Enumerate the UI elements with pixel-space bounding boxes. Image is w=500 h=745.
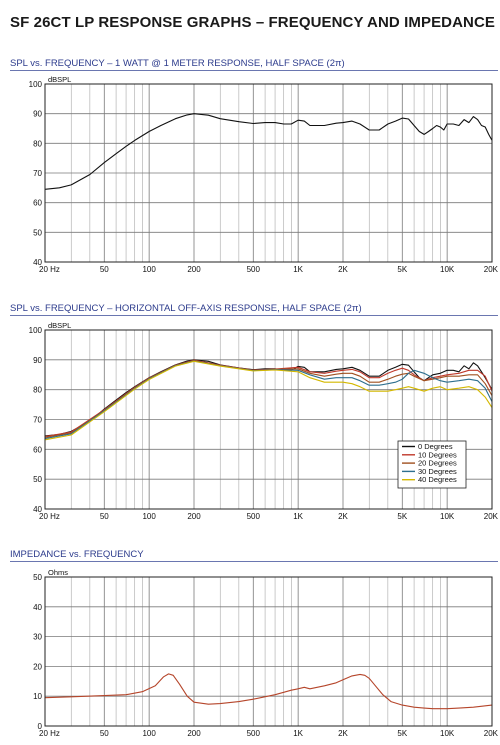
x-tick-label: 10K xyxy=(440,729,455,738)
chart2-title: SPL vs. FREQUENCY – HORIZONTAL OFF-AXIS … xyxy=(10,303,362,314)
plot-frame xyxy=(44,83,493,263)
plot-frame xyxy=(44,329,493,510)
y-tick-label: 100 xyxy=(29,80,43,89)
x-tick-label: 20K xyxy=(484,512,499,521)
legend-label: 30 Degrees xyxy=(418,467,457,476)
x-tick-label: 100 xyxy=(142,512,156,521)
y-axis-unit: dBSPL xyxy=(48,75,71,84)
chart3-title: IMPEDANCE vs. FREQUENCY xyxy=(10,549,144,560)
x-tick-label: 20 Hz xyxy=(39,512,60,521)
x-tick-label: 500 xyxy=(247,265,261,274)
series-line-5 xyxy=(44,360,493,441)
y-tick-label: 40 xyxy=(33,258,42,267)
x-tick-label: 200 xyxy=(187,265,201,274)
x-tick-label: 1K xyxy=(293,512,303,521)
x-tick-label: 20K xyxy=(484,729,499,738)
y-tick-label: 70 xyxy=(33,169,42,178)
y-tick-label: 90 xyxy=(33,110,42,119)
chart-3: 0 10 20 30 40 50 20 Hz 50 100 200 500 1K 2K 5K 10K 20K O… xyxy=(33,568,499,738)
x-tick-label: 50 xyxy=(100,512,109,521)
x-tick-label: 100 xyxy=(142,265,156,274)
x-tick-label: 2K xyxy=(338,265,348,274)
y-axis-unit: dBSPL xyxy=(48,321,71,330)
x-tick-label: 50 xyxy=(100,729,109,738)
series-line-1 xyxy=(44,673,493,710)
y-tick-label: 60 xyxy=(33,445,42,454)
y-tick-label: 50 xyxy=(33,228,42,237)
y-tick-label: 70 xyxy=(33,416,42,425)
plot-frame xyxy=(44,576,493,727)
x-tick-label: 1K xyxy=(293,265,303,274)
y-tick-label: 50 xyxy=(33,573,42,582)
legend-label: 40 Degrees xyxy=(418,475,457,484)
x-tick-label: 5K xyxy=(397,512,407,521)
x-tick-label: 2K xyxy=(338,512,348,521)
x-tick-label: 1K xyxy=(293,729,303,738)
chart1-title: SPL vs. FREQUENCY – 1 WATT @ 1 METER RES… xyxy=(10,58,345,69)
x-tick-label: 50 xyxy=(100,265,109,274)
x-tick-label: 500 xyxy=(247,512,261,521)
y-tick-label: 60 xyxy=(33,199,42,208)
y-tick-label: 100 xyxy=(29,326,43,335)
legend-label: 10 Degrees xyxy=(418,450,457,459)
legend-label: 20 Degrees xyxy=(418,459,457,468)
y-tick-label: 80 xyxy=(33,386,42,395)
legend-label: 0 Degrees xyxy=(418,442,453,451)
x-tick-label: 100 xyxy=(142,729,156,738)
x-tick-label: 200 xyxy=(187,512,201,521)
chart-2: 40 50 60 70 80 90 100 20 Hz 50 100 200 500 1K 2K 5K 10K… xyxy=(29,321,499,521)
chart2-title-rule xyxy=(10,315,498,316)
series-line-1 xyxy=(44,113,493,190)
x-tick-label: 20 Hz xyxy=(39,729,60,738)
x-tick-label: 20K xyxy=(484,265,499,274)
chart3-title-rule xyxy=(10,561,498,562)
x-tick-label: 5K xyxy=(397,729,407,738)
y-tick-label: 40 xyxy=(33,505,42,514)
x-tick-label: 10K xyxy=(440,265,455,274)
page-title: SF 26CT LP RESPONSE GRAPHS – FREQUENCY A… xyxy=(10,14,496,31)
plot-area xyxy=(45,577,492,726)
y-tick-label: 10 xyxy=(33,692,42,701)
x-tick-label: 10K xyxy=(440,512,455,521)
y-tick-label: 50 xyxy=(33,475,42,484)
y-tick-label: 80 xyxy=(33,139,42,148)
x-tick-label: 20 Hz xyxy=(39,265,60,274)
x-tick-label: 500 xyxy=(247,729,261,738)
y-tick-label: 30 xyxy=(33,633,42,642)
chart1-title-rule xyxy=(10,70,498,71)
x-tick-label: 5K xyxy=(397,265,407,274)
x-tick-label: 200 xyxy=(187,729,201,738)
y-tick-label: 90 xyxy=(33,356,42,365)
y-tick-label: 20 xyxy=(33,662,42,671)
x-tick-label: 2K xyxy=(338,729,348,738)
chart-1: 40 50 60 70 80 90 100 20 Hz 50 100 200 500 1K 2K 5K 10K… xyxy=(29,75,499,274)
y-tick-label: 40 xyxy=(33,603,42,612)
y-tick-label: 0 xyxy=(38,722,43,731)
y-axis-unit: Ohms xyxy=(48,568,68,577)
